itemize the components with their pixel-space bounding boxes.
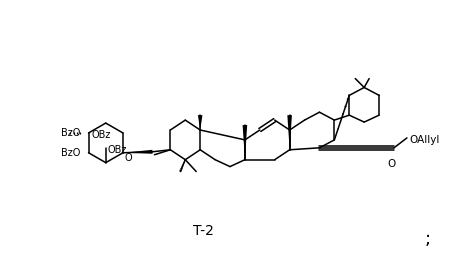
Polygon shape: [123, 150, 153, 154]
Text: OBz: OBz: [91, 130, 111, 140]
Text: O: O: [124, 153, 132, 163]
Text: OBz: OBz: [108, 145, 127, 155]
Text: T-2: T-2: [193, 224, 213, 238]
Text: BzO: BzO: [61, 128, 80, 138]
Text: ;: ;: [425, 230, 431, 248]
Text: O: O: [387, 159, 395, 169]
Polygon shape: [287, 115, 292, 150]
Polygon shape: [198, 115, 202, 130]
Text: BzO: BzO: [61, 148, 80, 158]
Text: OAllyl: OAllyl: [409, 135, 439, 145]
Polygon shape: [242, 125, 247, 160]
